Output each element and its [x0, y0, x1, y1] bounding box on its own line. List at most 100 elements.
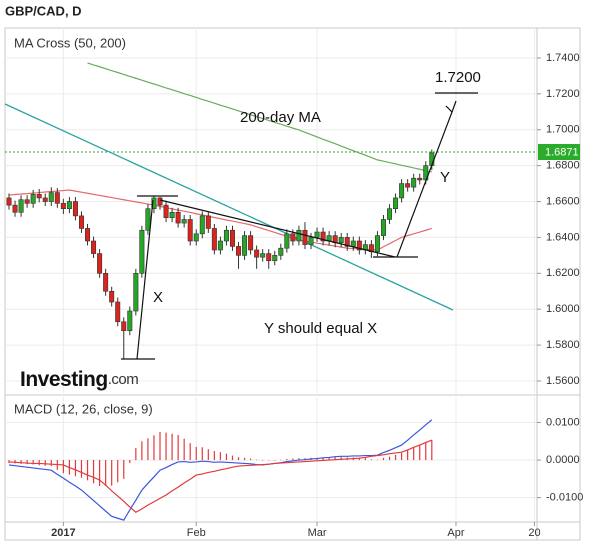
- candle-body: [12, 204, 18, 213]
- x-leg: [136, 199, 154, 360]
- y-tick-label: 1.6200: [546, 267, 580, 279]
- candle-body: [157, 197, 163, 206]
- candle-body: [217, 240, 223, 251]
- y-tick-label: 1.6800: [546, 160, 580, 172]
- candle-body: [91, 240, 97, 254]
- histogram-bar: [207, 449, 209, 461]
- y-tick-label: 1.7000: [546, 124, 580, 136]
- moving-average: [87, 62, 432, 173]
- histogram-bar: [370, 459, 372, 461]
- candle-body: [272, 255, 278, 262]
- candle-body: [175, 211, 181, 224]
- annotation: Y: [440, 169, 450, 186]
- histogram-bar: [322, 457, 324, 461]
- range-line: [159, 199, 396, 258]
- y-tick-label: 1.5600: [546, 375, 580, 387]
- candle-body: [296, 229, 302, 242]
- candle-body: [199, 215, 205, 235]
- histogram-bar: [292, 458, 294, 461]
- candle-body: [374, 235, 380, 253]
- chart-frame: [4, 27, 581, 541]
- histogram-bar: [44, 460, 46, 466]
- y-tick-label: 1.5800: [546, 339, 580, 351]
- histogram-bar: [213, 451, 215, 461]
- histogram-bar: [20, 460, 22, 464]
- candle-body: [211, 228, 217, 251]
- price-panel-title: MA Cross (50, 200): [14, 35, 126, 50]
- histogram-bar: [86, 460, 89, 481]
- x-tick-label: Feb: [187, 527, 206, 539]
- histogram-bar: [388, 456, 391, 461]
- candle-body: [393, 197, 399, 210]
- candle-body: [302, 229, 308, 245]
- candle-body: [187, 219, 193, 242]
- candle-body: [308, 237, 314, 245]
- histogram-bar: [201, 447, 203, 461]
- histogram-bar: [147, 438, 149, 461]
- candle-body: [121, 321, 127, 332]
- candle-body: [85, 228, 91, 242]
- candle-body: [145, 208, 151, 231]
- candle-body: [109, 290, 115, 303]
- candle-body: [417, 177, 423, 181]
- trend-line: [5, 103, 454, 311]
- annotation: 1.7200: [435, 69, 481, 86]
- candle-body: [6, 197, 12, 206]
- histogram-bar: [364, 458, 366, 461]
- histogram-bar: [8, 460, 10, 464]
- header: GBP/CAD, D: [5, 3, 82, 18]
- candle-body: [66, 201, 72, 210]
- candle-body: [54, 192, 60, 204]
- logo-suffix: .com: [108, 371, 139, 388]
- histogram-bar: [298, 458, 300, 461]
- y-tick-label: 0.0000: [546, 454, 580, 466]
- y-tick-label: 1.7400: [546, 52, 580, 64]
- price-grid: [5, 28, 537, 393]
- histogram-bar: [394, 454, 397, 461]
- histogram-bar: [32, 460, 34, 465]
- histogram-bar: [237, 457, 240, 461]
- histogram-bar: [286, 458, 288, 461]
- candle-body: [163, 204, 169, 218]
- macd-plot: [8, 419, 433, 521]
- histogram-bar: [74, 460, 77, 477]
- histogram-bar: [38, 460, 40, 466]
- arrow-head: [445, 100, 457, 114]
- logo: Investing.com: [20, 368, 138, 391]
- histogram-bar: [407, 450, 409, 461]
- y-tick-label: -0.0100: [546, 492, 583, 504]
- histogram-bar: [117, 460, 119, 483]
- candle-body: [411, 177, 417, 188]
- macd-panel-title: MACD (12, 26, close, 9): [14, 401, 153, 416]
- candle-body: [356, 240, 362, 251]
- last-price-label: 1.6871: [545, 146, 579, 158]
- histogram-bar: [105, 460, 107, 486]
- series-label: 200-day MA: [240, 109, 321, 126]
- candle-body: [103, 273, 109, 292]
- candle-body: [260, 253, 266, 258]
- histogram-bar: [262, 460, 264, 461]
- candle-body: [151, 197, 157, 210]
- candle-body: [127, 310, 133, 332]
- candle-body: [18, 199, 24, 213]
- candle-body: [169, 211, 175, 218]
- histogram-bar: [141, 441, 143, 461]
- y-leg: [396, 111, 453, 258]
- histogram-bar: [382, 457, 385, 461]
- logo-name: Investing: [20, 368, 108, 391]
- candle-body: [139, 229, 145, 274]
- histogram-bar: [280, 459, 282, 461]
- candle-body: [72, 201, 78, 217]
- histogram-bar: [183, 438, 185, 461]
- candle-body: [314, 231, 320, 238]
- candle-body: [290, 233, 296, 242]
- candle-body: [42, 197, 48, 202]
- histogram-bar: [189, 443, 191, 461]
- histogram-bar: [334, 457, 336, 461]
- histogram-bar: [256, 459, 258, 461]
- histogram-bar: [340, 457, 342, 461]
- histogram-bar: [419, 445, 421, 461]
- y-tick-label: 0.0100: [546, 416, 580, 428]
